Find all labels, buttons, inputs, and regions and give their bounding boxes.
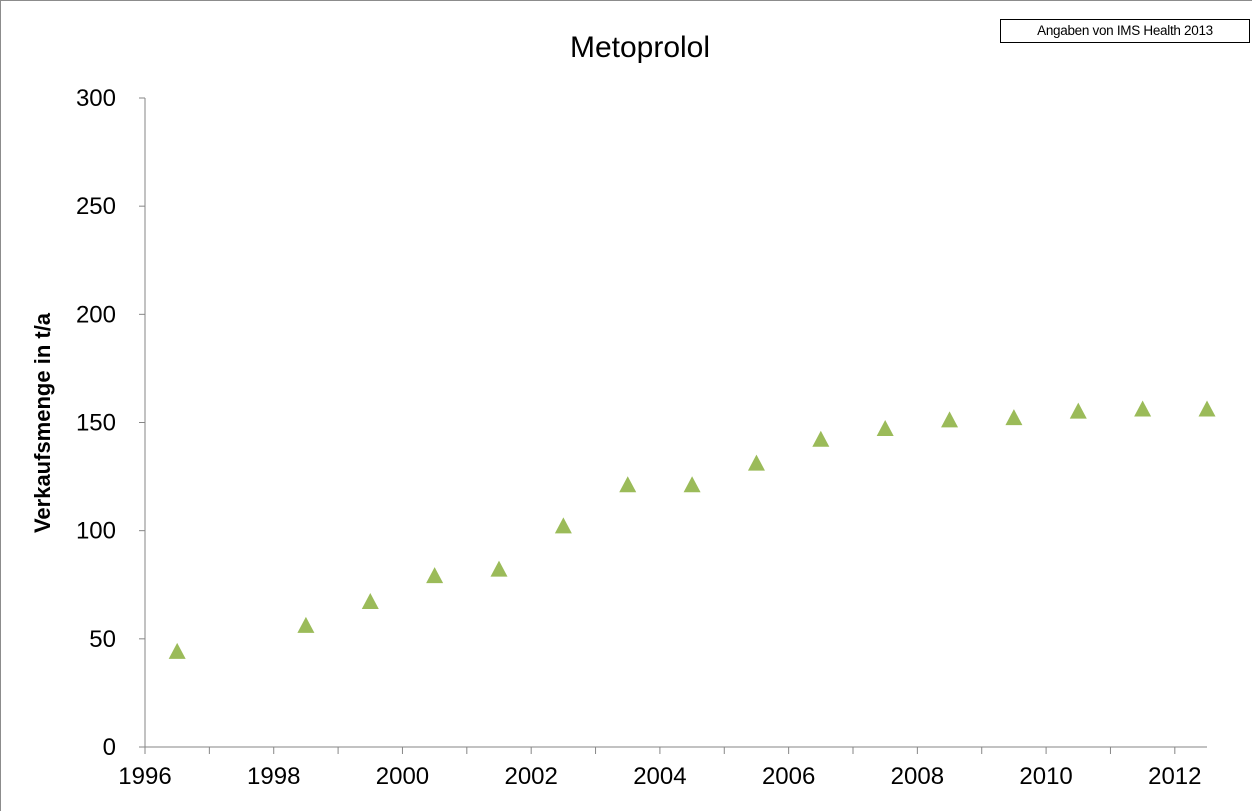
x-tick-label: 2008 xyxy=(891,763,944,790)
chart-title: Metoprolol xyxy=(570,31,710,64)
data-point xyxy=(426,567,444,584)
y-tick-label: 50 xyxy=(89,626,116,653)
data-point xyxy=(490,560,508,577)
data-points xyxy=(168,400,1216,659)
axes: 0 50 100 150 200 250 300 1996 1998 2000 2002 2004 20… xyxy=(76,85,1207,790)
data-point xyxy=(554,517,572,534)
data-point xyxy=(1134,400,1152,417)
x-tick-label: 1996 xyxy=(118,763,171,790)
x-tick-label: 2002 xyxy=(504,763,557,790)
y-tick-label: 250 xyxy=(76,193,116,220)
y-tick-label: 300 xyxy=(76,85,116,112)
data-point xyxy=(361,593,379,610)
data-point xyxy=(747,454,765,471)
data-point xyxy=(1005,409,1023,426)
data-point xyxy=(941,411,959,428)
data-point xyxy=(619,476,637,493)
data-point xyxy=(1198,400,1216,417)
x-tick-label: 2012 xyxy=(1148,763,1201,790)
y-tick-label: 100 xyxy=(76,518,116,545)
x-tick-label: 2010 xyxy=(1019,763,1072,790)
x-tick-label: 2004 xyxy=(633,763,686,790)
x-tick-label: 2000 xyxy=(376,763,429,790)
data-point xyxy=(876,419,894,436)
y-axis-label: Verkaufsmenge in t/a xyxy=(30,312,55,533)
data-point xyxy=(812,430,830,447)
source-note: Angaben von IMS Health 2013 xyxy=(1000,19,1250,43)
data-point xyxy=(683,476,701,493)
data-point xyxy=(297,616,315,633)
y-tick-label: 150 xyxy=(76,410,116,437)
y-tick-label: 0 xyxy=(103,734,116,761)
data-point xyxy=(168,642,186,659)
x-tick-label: 2006 xyxy=(762,763,815,790)
x-tick-label: 1998 xyxy=(247,763,300,790)
y-tick-label: 200 xyxy=(76,301,116,328)
data-point xyxy=(1069,402,1087,419)
